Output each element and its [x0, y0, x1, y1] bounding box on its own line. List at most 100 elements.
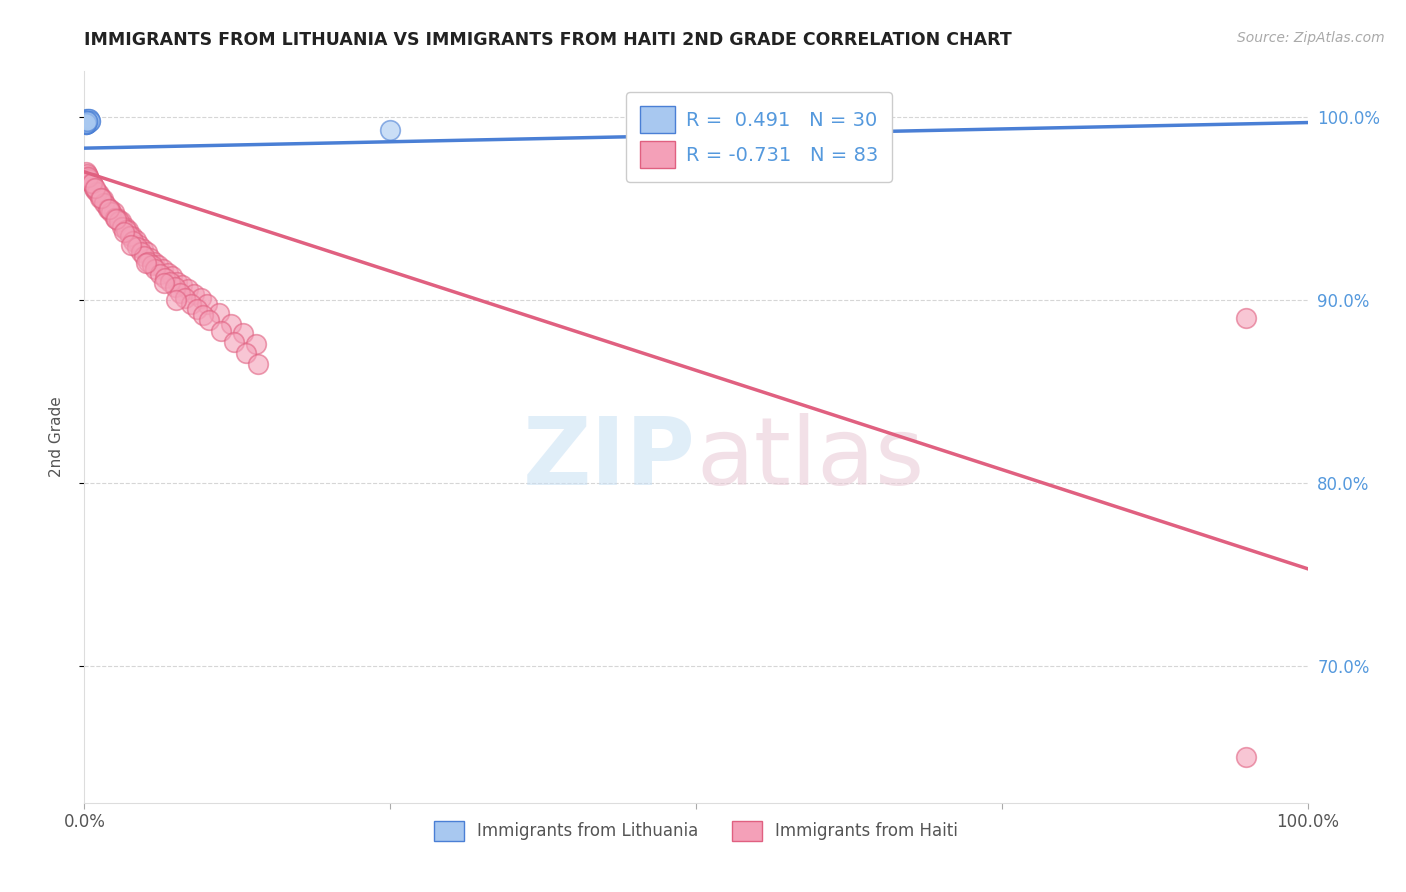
Point — [195, 296, 218, 310]
Point — [80, 176, 103, 190]
Point — [146, 258, 169, 272]
Point — [77, 113, 100, 128]
Point — [143, 254, 166, 268]
Point — [76, 113, 98, 128]
Point — [77, 169, 100, 183]
Point — [186, 301, 208, 316]
Point — [98, 202, 121, 216]
Point — [75, 115, 97, 129]
Point — [75, 113, 97, 128]
Point — [75, 115, 97, 129]
Point — [96, 198, 118, 212]
Point — [177, 282, 200, 296]
Point — [235, 346, 257, 360]
Point — [139, 251, 162, 265]
Point — [97, 202, 120, 216]
Point — [107, 214, 129, 228]
Point — [153, 271, 176, 285]
Point — [84, 181, 107, 195]
Point — [75, 115, 97, 129]
Point — [112, 225, 135, 239]
Point — [77, 170, 100, 185]
Point — [100, 205, 122, 219]
Point — [105, 212, 128, 227]
Point — [120, 238, 142, 252]
Point — [77, 115, 100, 129]
Point — [76, 113, 98, 128]
Text: Source: ZipAtlas.com: Source: ZipAtlas.com — [1237, 31, 1385, 45]
Point — [89, 190, 111, 204]
Point — [125, 240, 148, 254]
Point — [247, 357, 270, 371]
Point — [84, 183, 107, 197]
Point — [208, 306, 231, 320]
Point — [122, 235, 145, 249]
Point — [232, 326, 254, 340]
Point — [163, 280, 186, 294]
Point — [129, 245, 152, 260]
Point — [93, 196, 115, 211]
Point — [172, 278, 194, 293]
Text: atlas: atlas — [696, 413, 924, 505]
Point — [198, 313, 221, 327]
Point — [111, 219, 134, 234]
Point — [135, 245, 157, 260]
Point — [115, 223, 138, 237]
Point — [76, 113, 98, 128]
Point — [169, 285, 191, 300]
Point — [76, 167, 98, 181]
Point — [125, 233, 148, 247]
Point — [82, 178, 104, 192]
Point — [117, 223, 139, 237]
Point — [183, 287, 205, 301]
Point — [222, 334, 245, 349]
Point — [75, 115, 97, 129]
Point — [83, 181, 105, 195]
Point — [75, 113, 97, 128]
Point — [153, 277, 176, 291]
Point — [219, 317, 242, 331]
Point — [128, 238, 150, 252]
Point — [1236, 750, 1258, 764]
Point — [79, 113, 101, 128]
Point — [149, 268, 172, 282]
Text: ZIP: ZIP — [523, 413, 696, 505]
Point — [75, 117, 97, 131]
Point — [165, 293, 187, 307]
Point — [162, 269, 184, 284]
Point — [245, 336, 267, 351]
Point — [209, 324, 232, 338]
Point — [76, 115, 98, 129]
Point — [118, 228, 141, 243]
Point — [76, 113, 98, 128]
Point — [79, 113, 101, 128]
Point — [76, 115, 98, 129]
Point — [180, 296, 202, 310]
Point — [1236, 311, 1258, 326]
Point — [156, 265, 179, 279]
Point — [79, 174, 101, 188]
Point — [191, 308, 214, 322]
Legend: Immigrants from Lithuania, Immigrants from Haiti: Immigrants from Lithuania, Immigrants fr… — [426, 813, 966, 849]
Point — [143, 261, 166, 276]
Point — [104, 211, 127, 225]
Point — [76, 115, 98, 129]
Point — [173, 291, 195, 305]
Point — [77, 113, 100, 128]
Point — [190, 291, 212, 305]
Point — [75, 165, 97, 179]
Point — [380, 123, 402, 137]
Point — [77, 113, 100, 128]
Point — [110, 214, 132, 228]
Point — [166, 275, 188, 289]
Point — [77, 172, 100, 186]
Point — [77, 112, 100, 126]
Point — [77, 113, 100, 128]
Point — [75, 115, 97, 129]
Point — [77, 112, 100, 126]
Point — [135, 256, 157, 270]
Point — [97, 202, 120, 216]
Point — [103, 205, 125, 219]
Y-axis label: 2nd Grade: 2nd Grade — [49, 397, 63, 477]
Point — [76, 115, 98, 129]
